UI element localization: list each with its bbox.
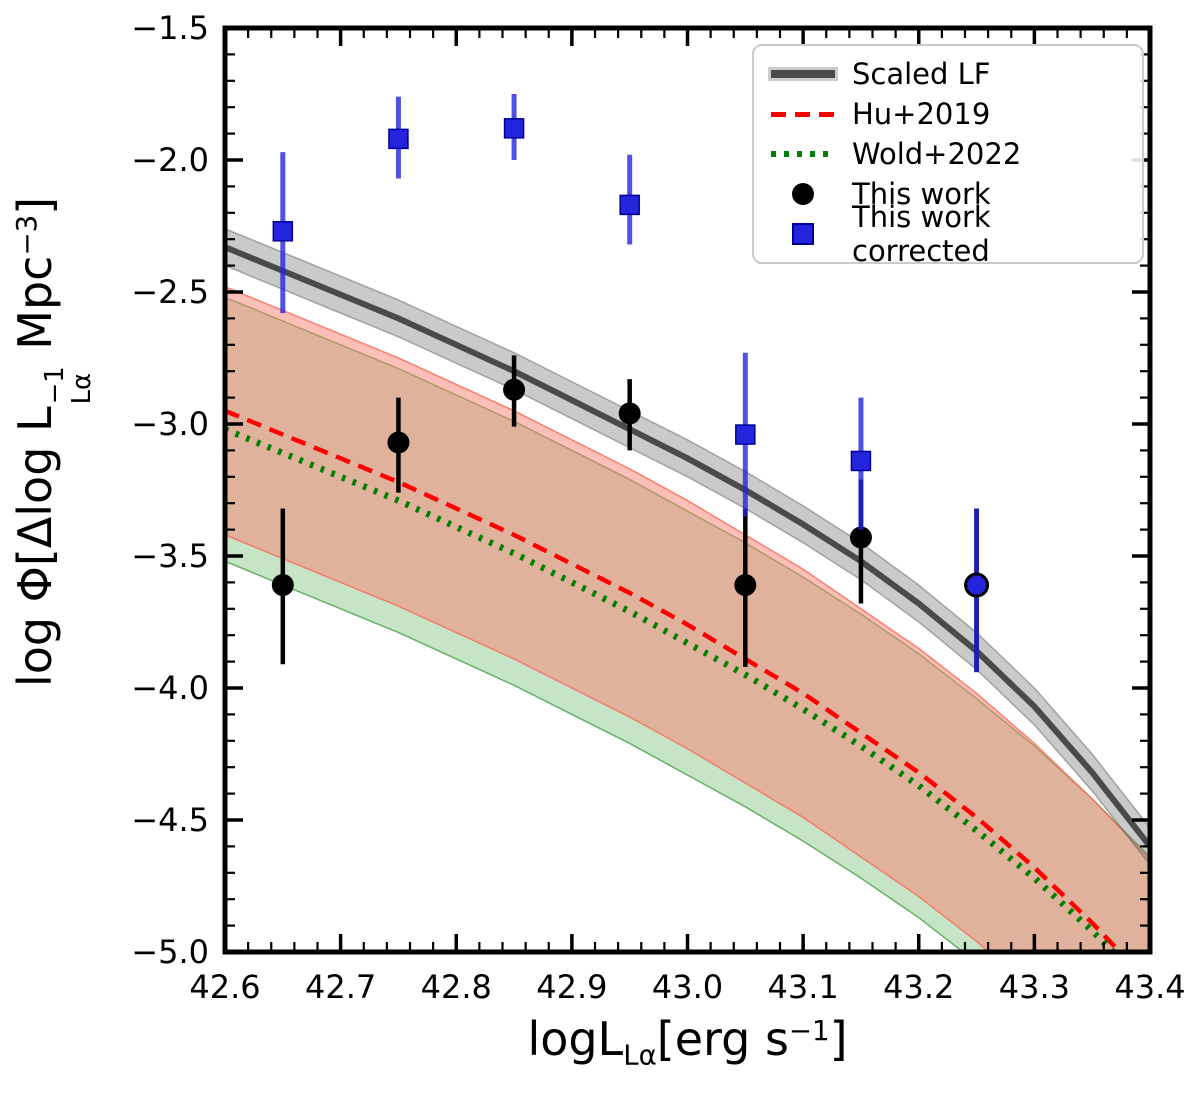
data-point (388, 128, 409, 150)
legend-label: Scaled LF (852, 57, 991, 91)
x-label-post: ] (829, 1012, 848, 1066)
y-tick-label: −3.0 (131, 405, 209, 443)
x-label-sub: Lα (623, 1038, 657, 1072)
y-label-post: ] (8, 196, 63, 215)
green-dotted-line-swatch-icon (770, 151, 836, 157)
y-label-mid: Mpc (8, 255, 63, 365)
series-this-work-corrected (272, 94, 990, 673)
data-point (387, 431, 410, 454)
hu-2019-line (225, 408, 1123, 952)
y-tick-label: −3.5 (131, 537, 209, 575)
axes: 42.6 42.7 42.8 42.9 43.0 43.1 43.2 43.3 43.4 −5.0… (131, 9, 1185, 1006)
x-tick-label: 42.6 (189, 968, 260, 1006)
scaled-lf-line (225, 244, 1150, 849)
black-circle-marker-icon (770, 183, 836, 205)
data-point (964, 572, 990, 598)
y-tick-label: −2.0 (131, 141, 209, 179)
x-tick-label: 42.9 (536, 968, 607, 1006)
x-axis-label: logLLα[erg s−1] (225, 1012, 1150, 1072)
data-point (618, 402, 641, 425)
x-tick-label: 43.1 (768, 968, 839, 1006)
legend-label: This work (852, 177, 991, 211)
data-point (734, 574, 757, 597)
legend-label: This work corrected (852, 200, 991, 268)
x-label-pre: logL (527, 1012, 624, 1066)
hu-2019-band (225, 285, 1150, 952)
legend-item-this-work-corrected: This work corrected (770, 200, 1126, 268)
data-point (849, 526, 872, 549)
y-tick-label: −1.5 (131, 9, 209, 47)
legend-item-this-work: This work (770, 177, 1126, 211)
x-label-mid: [erg s (656, 1012, 789, 1066)
y-tick-label: −2.5 (131, 273, 209, 311)
data-point (272, 221, 294, 242)
legend-label: Hu+2019 (852, 97, 991, 131)
scaled-lf-band (225, 227, 1150, 867)
gray-line-swatch-icon (770, 70, 836, 78)
y-label-supsub: −1 Lα (39, 366, 97, 405)
y-tick-label: −4.5 (131, 801, 209, 839)
y-label-sub: Lα (66, 373, 97, 405)
data-point (619, 194, 640, 216)
x-label-sup: −1 (788, 1013, 830, 1047)
legend: Scaled LF Hu+2019 Wold+2022 This work Th… (752, 44, 1144, 268)
data-point (503, 378, 526, 401)
data-point (735, 424, 756, 445)
y-tick-label: −5.0 (131, 933, 209, 971)
data-point (503, 118, 525, 139)
blue-square-marker-icon (770, 223, 836, 245)
y-tick-label: −4.0 (131, 669, 209, 707)
x-tick-label: 43.4 (1114, 968, 1185, 1006)
y-axis-label: log Φ[Δlog L −1 Lα Mpc−3] (8, 196, 97, 688)
x-tick-label: 43.0 (652, 968, 723, 1006)
legend-item-wold-2022: Wold+2022 (770, 137, 1126, 171)
data-point (271, 574, 294, 597)
legend-label: Wold+2022 (852, 137, 1022, 171)
y-label-sup: −1 (39, 366, 70, 405)
x-tick-label: 42.7 (305, 968, 376, 1006)
legend-item-hu-2019: Hu+2019 (770, 97, 1126, 131)
x-tick-label: 42.8 (421, 968, 492, 1006)
plot-area (225, 227, 1150, 952)
x-tick-label: 43.3 (999, 968, 1070, 1006)
y-label-pre: log Φ[Δlog L (8, 406, 63, 688)
red-dashed-line-swatch-icon (770, 111, 836, 117)
x-tick-label: 43.2 (883, 968, 954, 1006)
y-label-sup2: −3 (9, 214, 43, 256)
legend-item-scaled-lf: Scaled LF (770, 57, 1126, 91)
data-point (850, 450, 872, 472)
